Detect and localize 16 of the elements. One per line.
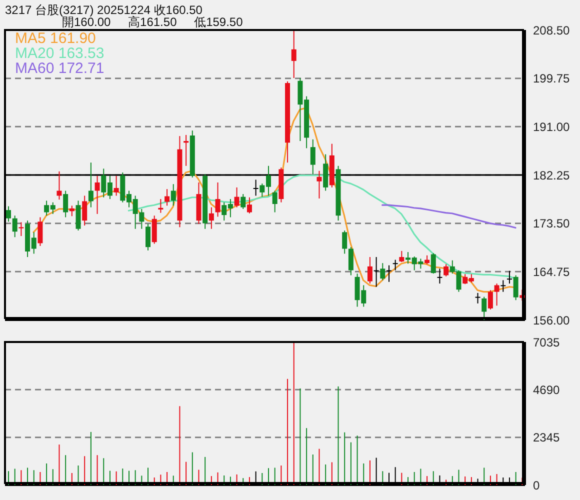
- y-tick-label: 164.75: [533, 264, 570, 279]
- y-tick-label: 208.50: [533, 23, 570, 38]
- y-tick-label: 0: [533, 478, 540, 492]
- y-tick-label: 2345: [533, 430, 560, 445]
- y-tick-label: 4690: [533, 382, 560, 397]
- y-tick-label: 191.00: [533, 120, 570, 134]
- chart-title: 3217 台股(3217) 20251224 收160.50: [5, 2, 202, 17]
- y-tick-label: 156.00: [533, 313, 570, 328]
- y-tick-label: 199.75: [533, 72, 570, 86]
- y-tick-label: 7035: [533, 335, 560, 350]
- chart-subtitle: 開160.00 高161.50 低159.50: [62, 15, 243, 31]
- text: MA60 172.71: [15, 60, 104, 77]
- text: MA5 161.90: [15, 30, 97, 47]
- y-tick-label: 182.25: [533, 168, 570, 182]
- y-tick-label: 173.50: [533, 216, 570, 231]
- text: MA20 163.53: [15, 45, 104, 62]
